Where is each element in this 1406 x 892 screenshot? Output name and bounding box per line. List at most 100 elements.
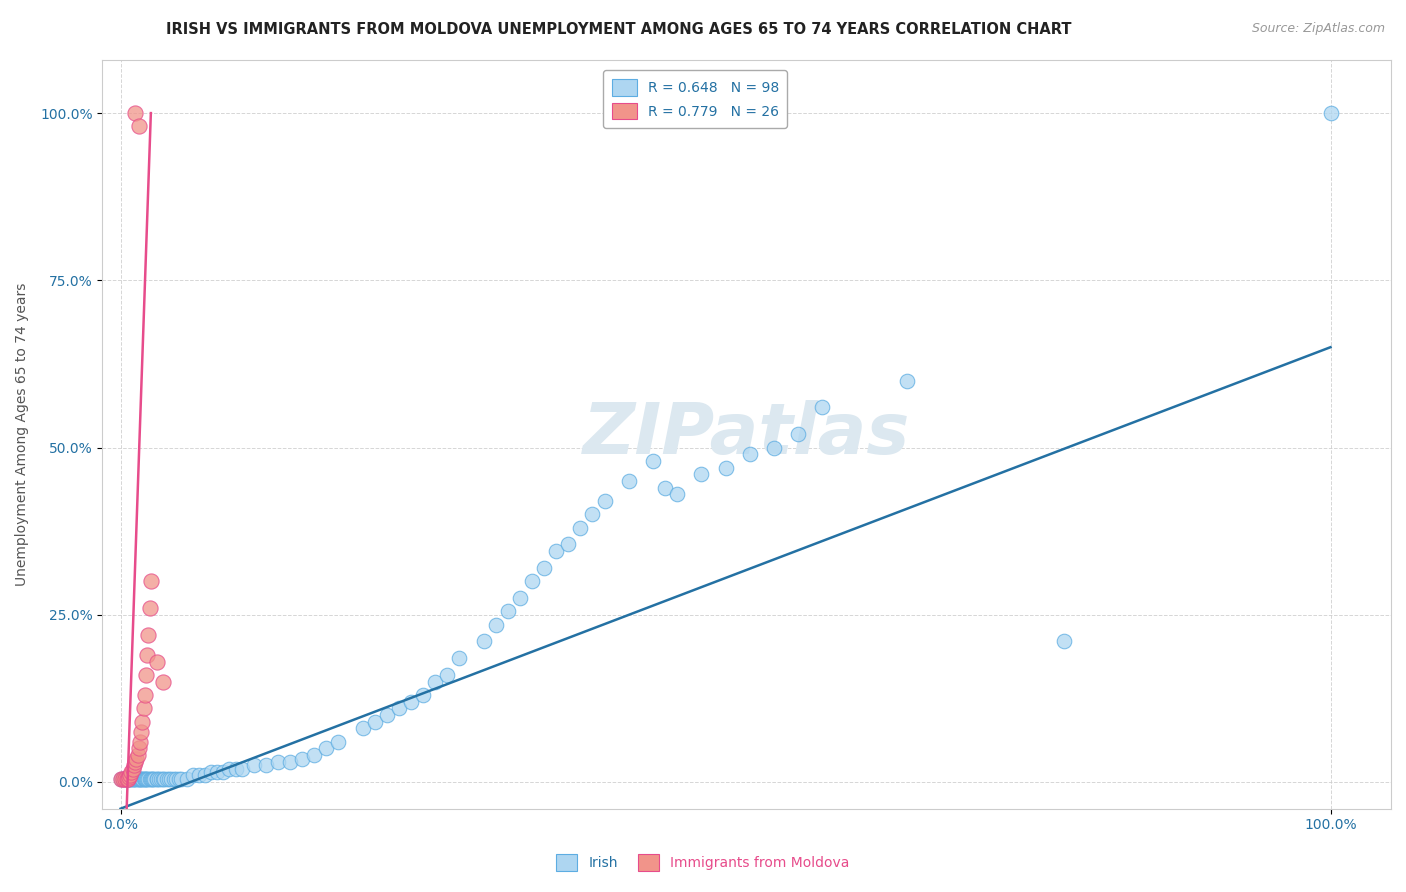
Point	[128, 772, 150, 786]
Point	[134, 688, 156, 702]
Point	[132, 772, 155, 786]
Point	[315, 741, 337, 756]
Point	[143, 772, 166, 786]
Text: Source: ZipAtlas.com: Source: ZipAtlas.com	[1251, 22, 1385, 36]
Point	[152, 772, 174, 786]
Point	[412, 688, 434, 702]
Point	[787, 427, 810, 442]
Point	[131, 772, 153, 786]
Point	[207, 764, 229, 779]
Point	[127, 772, 149, 786]
Point	[153, 772, 176, 786]
Point	[125, 772, 148, 786]
Point	[117, 772, 139, 786]
Point	[112, 772, 135, 786]
Point	[666, 487, 689, 501]
Point	[352, 722, 374, 736]
Point	[218, 762, 240, 776]
Point	[155, 772, 177, 786]
Point	[136, 648, 159, 662]
Point	[134, 772, 156, 786]
Point	[738, 447, 761, 461]
Point	[138, 772, 160, 786]
Point	[194, 768, 217, 782]
Point	[135, 668, 157, 682]
Point	[152, 674, 174, 689]
Point	[425, 674, 447, 689]
Point	[654, 481, 676, 495]
Point	[131, 772, 153, 786]
Point	[148, 772, 170, 786]
Point	[141, 772, 163, 786]
Point	[231, 762, 253, 776]
Point	[165, 772, 187, 786]
Point	[762, 441, 785, 455]
Point	[225, 762, 247, 776]
Point	[122, 758, 145, 772]
Point	[896, 374, 918, 388]
Point	[110, 772, 132, 786]
Point	[242, 758, 264, 772]
Point	[112, 772, 135, 786]
Point	[121, 772, 143, 786]
Point	[135, 772, 157, 786]
Point	[170, 772, 193, 786]
Point	[129, 772, 152, 786]
Point	[811, 401, 834, 415]
Point	[163, 772, 186, 786]
Point	[617, 474, 640, 488]
Point	[485, 617, 508, 632]
Point	[118, 772, 141, 786]
Point	[146, 772, 169, 786]
Point	[593, 494, 616, 508]
Point	[146, 655, 169, 669]
Point	[557, 537, 579, 551]
Point	[157, 772, 180, 786]
Point	[546, 544, 568, 558]
Point	[142, 772, 165, 786]
Point	[114, 772, 136, 786]
Point	[138, 601, 160, 615]
Point	[128, 741, 150, 756]
Point	[188, 768, 211, 782]
Point	[714, 460, 737, 475]
Point	[121, 772, 143, 786]
Point	[200, 764, 222, 779]
Text: IRISH VS IMMIGRANTS FROM MOLDOVA UNEMPLOYMENT AMONG AGES 65 TO 74 YEARS CORRELAT: IRISH VS IMMIGRANTS FROM MOLDOVA UNEMPLO…	[166, 22, 1071, 37]
Point	[254, 758, 277, 772]
Point	[375, 708, 398, 723]
Point	[124, 106, 146, 120]
Point	[127, 748, 149, 763]
Point	[399, 695, 422, 709]
Point	[134, 772, 156, 786]
Point	[267, 755, 290, 769]
Point	[115, 772, 138, 786]
Point	[363, 714, 385, 729]
Point	[138, 628, 160, 642]
Point	[581, 508, 603, 522]
Point	[328, 735, 350, 749]
Point	[121, 772, 143, 786]
Point	[131, 714, 153, 729]
Point	[128, 120, 150, 134]
Point	[110, 772, 132, 786]
Point	[132, 701, 155, 715]
Point	[136, 772, 159, 786]
Point	[129, 772, 152, 786]
Point	[139, 772, 162, 786]
Point	[125, 751, 148, 765]
Point	[120, 772, 142, 786]
Point	[117, 772, 139, 786]
Point	[641, 454, 664, 468]
Point	[124, 755, 146, 769]
Point	[1319, 106, 1341, 120]
Point	[436, 668, 458, 682]
Point	[302, 748, 325, 763]
Point	[181, 768, 204, 782]
Point	[146, 772, 169, 786]
Point	[690, 467, 713, 482]
Point	[520, 574, 543, 589]
Point	[121, 762, 143, 776]
Point	[291, 751, 314, 765]
Point	[112, 772, 135, 786]
